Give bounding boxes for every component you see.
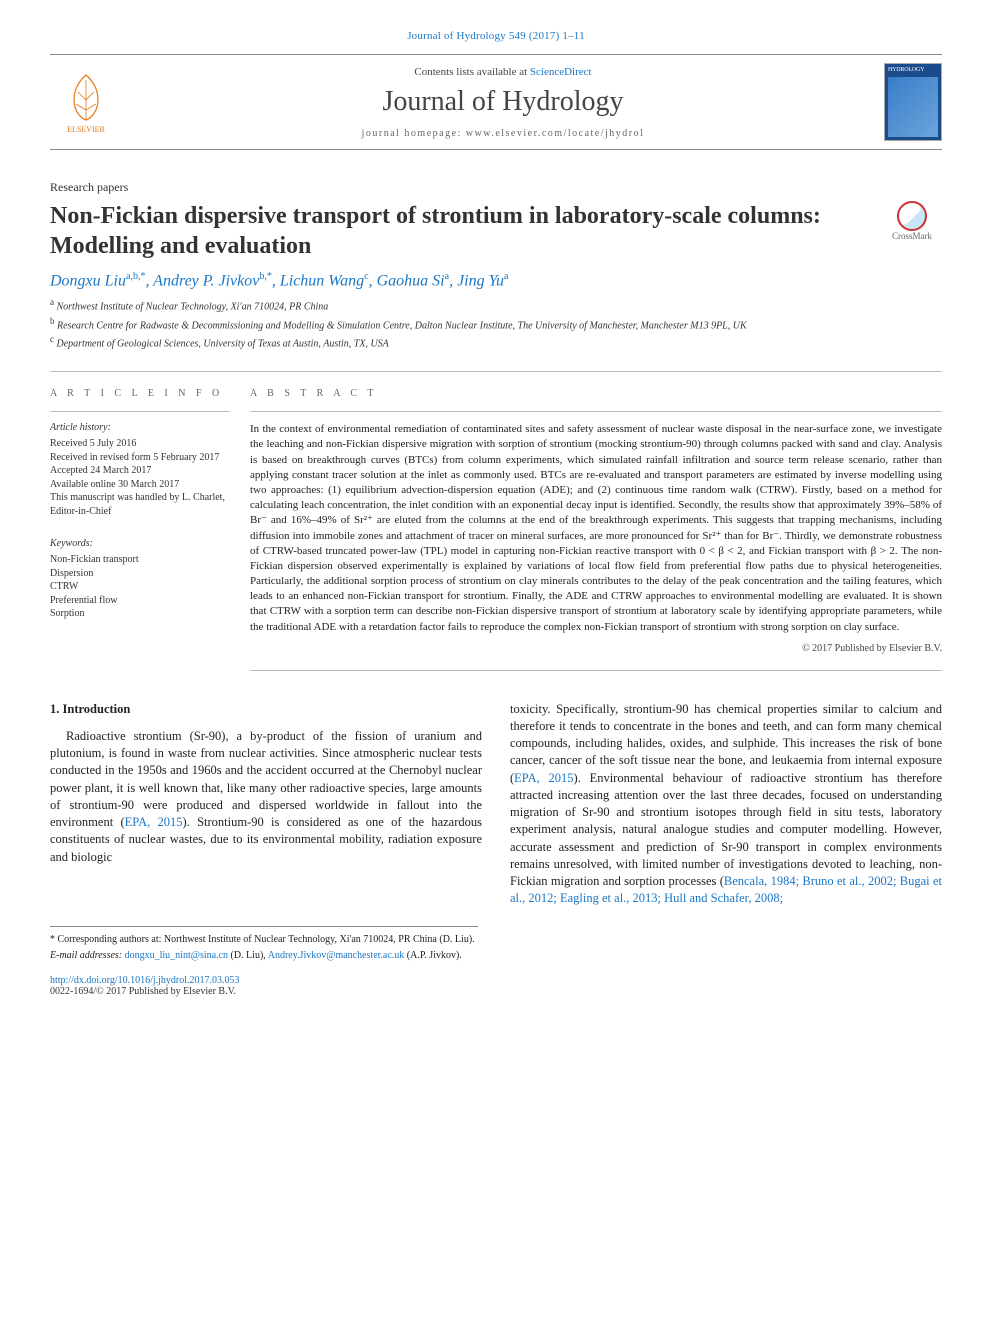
article-history: Received 5 July 2016 Received in revised…: [50, 437, 230, 518]
author-5[interactable]: Jing Yu: [457, 272, 504, 289]
body-left-column: 1. Introduction Radioactive strontium (S…: [50, 701, 482, 908]
homepage-prefix: journal homepage:: [362, 128, 466, 139]
intro-paragraph-right: toxicity. Specifically, strontium-90 has…: [510, 701, 942, 908]
journal-cover-thumbnail[interactable]: HYDROLOGY: [884, 63, 942, 141]
journal-reference: Journal of Hydrology 549 (2017) 1–11: [50, 30, 942, 42]
author-1-aff: a,b,: [126, 271, 140, 282]
history-online: Available online 30 March 2017: [50, 478, 230, 492]
affiliation-c: Department of Geological Sciences, Unive…: [57, 338, 389, 349]
affiliations: a Northwest Institute of Nuclear Technol…: [50, 296, 942, 351]
author-1[interactable]: Dongxu Liu: [50, 272, 126, 289]
keyword-2: Dispersion: [50, 567, 230, 581]
abstract-heading: A B S T R A C T: [250, 388, 942, 399]
affiliation-b: Research Centre for Radwaste & Decommiss…: [57, 320, 747, 331]
keywords-list: Non-Fickian transport Dispersion CTRW Pr…: [50, 553, 230, 621]
section-intro-heading: 1. Introduction: [50, 701, 482, 718]
keyword-5: Sorption: [50, 607, 230, 621]
elsevier-logo[interactable]: ELSEVIER: [50, 70, 122, 134]
body-columns: 1. Introduction Radioactive strontium (S…: [50, 701, 942, 908]
article-history-heading: Article history:: [50, 422, 230, 433]
footnotes: * Corresponding authors at: Northwest In…: [50, 926, 478, 963]
affiliation-a: Northwest Institute of Nuclear Technolog…: [57, 302, 329, 313]
history-handled: This manuscript was handled by L. Charle…: [50, 491, 230, 518]
homepage-url[interactable]: www.elsevier.com/locate/jhydrol: [466, 128, 645, 139]
email-who-1: (D. Liu),: [228, 950, 268, 961]
contents-prefix: Contents lists available at: [414, 66, 529, 78]
email-link-2[interactable]: Andrey.Jivkov@manchester.ac.uk: [268, 950, 405, 961]
history-received: Received 5 July 2016: [50, 437, 230, 451]
cover-title: HYDROLOGY: [888, 67, 938, 73]
publisher-name: ELSEVIER: [67, 125, 105, 134]
email-label: E-mail addresses:: [50, 950, 125, 961]
abstract-panel: A B S T R A C T In the context of enviro…: [250, 388, 942, 670]
history-accepted: Accepted 24 March 2017: [50, 464, 230, 478]
author-3-aff: c: [364, 271, 368, 282]
article-type: Research papers: [50, 180, 942, 195]
masthead-center: Contents lists available at ScienceDirec…: [122, 66, 884, 139]
journal-homepage: journal homepage: www.elsevier.com/locat…: [122, 128, 884, 139]
issn-line: 0022-1694/© 2017 Published by Elsevier B…: [50, 986, 942, 997]
intro-paragraph-left: Radioactive strontium (Sr-90), a by-prod…: [50, 728, 482, 866]
history-revised: Received in revised form 5 February 2017: [50, 451, 230, 465]
author-4-aff: a: [445, 271, 449, 282]
abstract-copyright: © 2017 Published by Elsevier B.V.: [250, 643, 942, 654]
author-3[interactable]: Lichun Wang: [280, 272, 364, 289]
crossmark-badge[interactable]: CrossMark: [882, 201, 942, 241]
doi-line: http://dx.doi.org/10.1016/j.jhydrol.2017…: [50, 975, 942, 986]
abstract-text: In the context of environmental remediat…: [250, 422, 942, 634]
email-who-2: (A.P. Jivkov).: [404, 950, 462, 961]
authors-list: Dongxu Liua,b,*, Andrey P. Jivkovb,*, Li…: [50, 271, 942, 290]
journal-name: Journal of Hydrology: [122, 86, 884, 118]
keyword-3: CTRW: [50, 580, 230, 594]
article-title: Non-Fickian dispersive transport of stro…: [50, 201, 862, 261]
crossmark-label: CrossMark: [892, 231, 932, 241]
article-info-heading: A R T I C L E I N F O: [50, 388, 230, 399]
keywords-heading: Keywords:: [50, 538, 230, 549]
author-5-aff: a: [504, 271, 508, 282]
doi-link[interactable]: http://dx.doi.org/10.1016/j.jhydrol.2017…: [50, 975, 240, 986]
keyword-1: Non-Fickian transport: [50, 553, 230, 567]
author-2-corr: *: [267, 271, 272, 282]
crossmark-icon: [897, 201, 927, 231]
author-4[interactable]: Gaohua Si: [377, 272, 445, 289]
email-addresses: E-mail addresses: dongxu_liu_nint@sina.c…: [50, 949, 478, 963]
keyword-4: Preferential flow: [50, 594, 230, 608]
citation-epa-2015-2[interactable]: EPA, 2015: [514, 771, 573, 785]
email-link-1[interactable]: dongxu_liu_nint@sina.cn: [125, 950, 228, 961]
author-2[interactable]: Andrey P. Jivkov: [153, 272, 259, 289]
citation-epa-2015-1[interactable]: EPA, 2015: [125, 815, 183, 829]
cover-image: [888, 77, 938, 137]
intro-text-4: ). Environmental behaviour of radioactiv…: [510, 771, 942, 889]
author-2-aff: b,: [259, 271, 267, 282]
corresponding-author-note: * Corresponding authors at: Northwest In…: [50, 933, 478, 947]
elsevier-tree-icon: [64, 70, 108, 125]
sciencedirect-link[interactable]: ScienceDirect: [530, 66, 592, 78]
body-right-column: toxicity. Specifically, strontium-90 has…: [510, 701, 942, 908]
masthead: ELSEVIER Contents lists available at Sci…: [50, 54, 942, 150]
contents-line: Contents lists available at ScienceDirec…: [122, 66, 884, 78]
author-1-corr: *: [140, 271, 145, 282]
article-info-sidebar: A R T I C L E I N F O Article history: R…: [50, 388, 250, 670]
